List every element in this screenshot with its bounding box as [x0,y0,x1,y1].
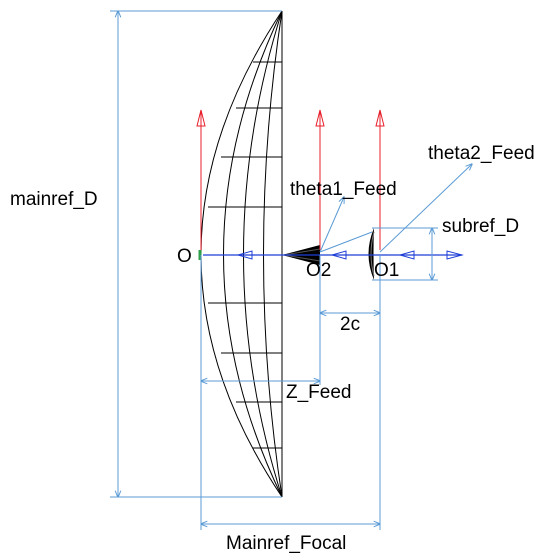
vertical-axes [196,109,385,250]
theta1-feed-arrow [319,197,344,253]
label-o1: O1 [374,260,399,281]
label-origin-o: O [177,246,192,267]
label-z-feed: Z_Feed [286,382,351,403]
feed-direction-arrows [319,164,472,253]
main-reflector-arc-4 [263,10,283,498]
theta2-feed-arrow [379,164,472,253]
main-reflector-arc-3 [243,10,283,498]
dimension-lines [110,11,438,530]
main-reflector-arc-2 [223,10,283,498]
label-mainref-d: mainref_D [10,189,98,210]
feed-to-subref-ray [319,231,373,253]
subreflector [368,228,375,280]
labels: mainref_D O O2 O1 theta1_Feed theta2_Fee… [10,143,535,554]
label-mainref-focal: Mainref_Focal [226,533,346,554]
label-subref-d: subref_D [442,216,519,237]
z-axis [198,250,464,260]
label-o2: O2 [306,260,331,281]
label-2c: 2c [340,314,360,335]
label-theta2-feed: theta2_Feed [428,143,535,164]
label-theta1-feed: theta1_Feed [290,179,397,200]
